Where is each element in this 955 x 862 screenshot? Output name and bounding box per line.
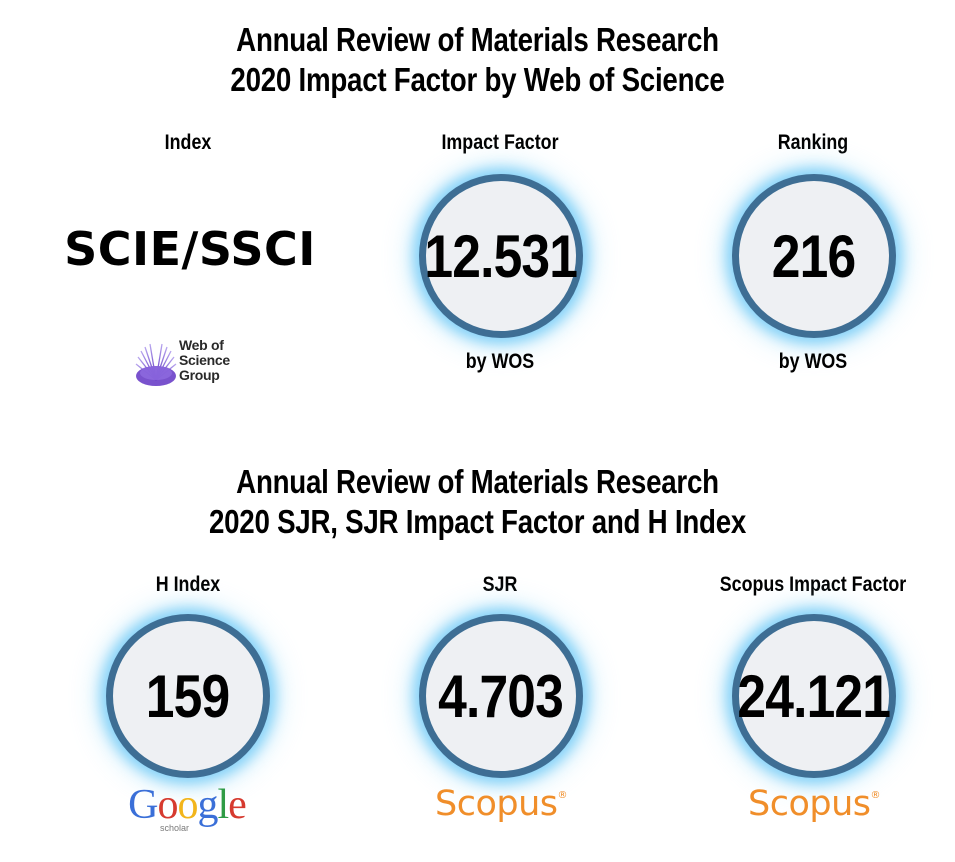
scopus-logo-sjr: Scopus®: [434, 784, 567, 824]
google-scholar-wordmark: Google: [128, 782, 247, 828]
web-of-science-logo: Web of Science Group: [132, 338, 252, 390]
sjr-circle: 4.703: [419, 614, 583, 778]
google-scholar-logo: Google: [122, 783, 252, 827]
h-index-label: H Index: [155, 573, 221, 596]
impact-factor-label: Impact Factor: [441, 131, 559, 154]
scopus-impact-factor-label: Scopus Impact Factor: [719, 573, 907, 596]
section2-title-line1: Annual Review of Materials Research: [236, 463, 719, 500]
h-index-circle: 159: [106, 614, 270, 778]
ranking-circle: 216: [732, 174, 896, 338]
google-letter: e: [228, 782, 247, 828]
sjr-label: SJR: [482, 573, 518, 596]
index-value: SCIE/SSCI: [64, 222, 316, 276]
impact-factor-value: 12.531: [424, 222, 579, 290]
ranking-source: by WOS: [778, 350, 848, 373]
google-scholar-subtext: scholar: [160, 823, 190, 833]
section1-title: Annual Review of Materials Research 2020…: [76, 20, 878, 100]
index-label: Index: [164, 131, 212, 154]
google-letter: G: [128, 782, 158, 828]
google-letter: l: [217, 782, 230, 828]
google-letter: o: [177, 782, 199, 828]
impact-factor-circle: 12.531: [419, 174, 583, 338]
section1-title-line2: 2020 Impact Factor by Web of Science: [230, 61, 725, 98]
scopus-logo-impact-factor: Scopus®: [747, 784, 880, 824]
section2-title-line2: 2020 SJR, SJR Impact Factor and H Index: [208, 503, 747, 540]
h-index-value: 159: [146, 662, 230, 730]
google-letter: o: [157, 782, 179, 828]
web-of-science-icon: [135, 343, 177, 386]
section2-title: Annual Review of Materials Research 2020…: [76, 462, 878, 542]
ranking-value: 216: [772, 222, 856, 290]
section1-title-line1: Annual Review of Materials Research: [236, 21, 719, 58]
scopus-impact-factor-value: 24.121: [737, 662, 892, 730]
scopus-impact-factor-circle: 24.121: [732, 614, 896, 778]
google-letter: g: [197, 782, 219, 828]
ranking-label: Ranking: [777, 131, 849, 154]
impact-factor-source: by WOS: [465, 350, 535, 373]
sjr-value: 4.703: [438, 662, 565, 730]
web-of-science-text: Web of Science Group: [179, 337, 230, 383]
